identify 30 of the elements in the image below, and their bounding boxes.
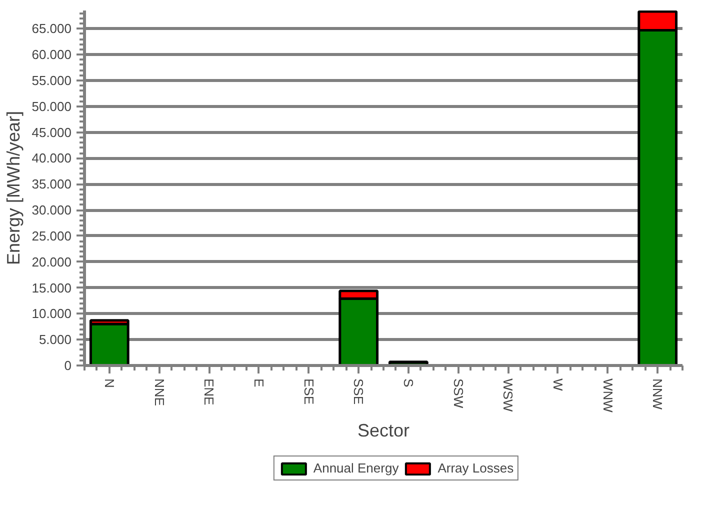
y-tick-label: 15.000 — [32, 280, 72, 296]
x-tick-label: ENE — [202, 378, 217, 406]
y-tick-label: 60.000 — [32, 47, 72, 62]
x-tick-label: S — [400, 378, 416, 388]
x-tick-label: NNW — [650, 378, 666, 410]
legend-label: Array Losses — [438, 460, 514, 476]
y-tick-label: 30.000 — [32, 202, 72, 218]
y-tick-label: 35.000 — [32, 176, 72, 192]
y-tick-label: 20.000 — [32, 254, 72, 270]
legend-label: Annual Energy — [313, 460, 399, 476]
y-tick-label: 5.000 — [38, 332, 72, 348]
x-tick-label: N — [102, 378, 117, 388]
y-tick-label: 25.000 — [32, 228, 72, 244]
y-tick-label: 50.000 — [32, 98, 72, 114]
x-tick-label: NNE — [152, 378, 167, 406]
x-tick-label: E — [251, 378, 266, 388]
x-tick-label: SSE — [351, 378, 366, 405]
y-tick-label: 55.000 — [32, 72, 72, 88]
y-tick-label: 40.000 — [32, 150, 72, 166]
y-tick-label: 10.000 — [32, 306, 72, 322]
x-tick-label: W — [550, 378, 566, 392]
x-tick-label: WNW — [600, 378, 616, 414]
x-axis-title: Sector — [357, 420, 410, 440]
y-axis-title: Energy [MWh/year] — [4, 110, 24, 266]
x-tick-label: SSW — [450, 378, 466, 409]
y-tick-label: 45.000 — [32, 124, 72, 140]
y-tick-label: 65.000 — [32, 21, 72, 36]
x-tick-label: WSW — [500, 378, 516, 412]
x-tick-label: ESE — [301, 378, 316, 405]
y-tick-label: 0 — [64, 358, 72, 373]
